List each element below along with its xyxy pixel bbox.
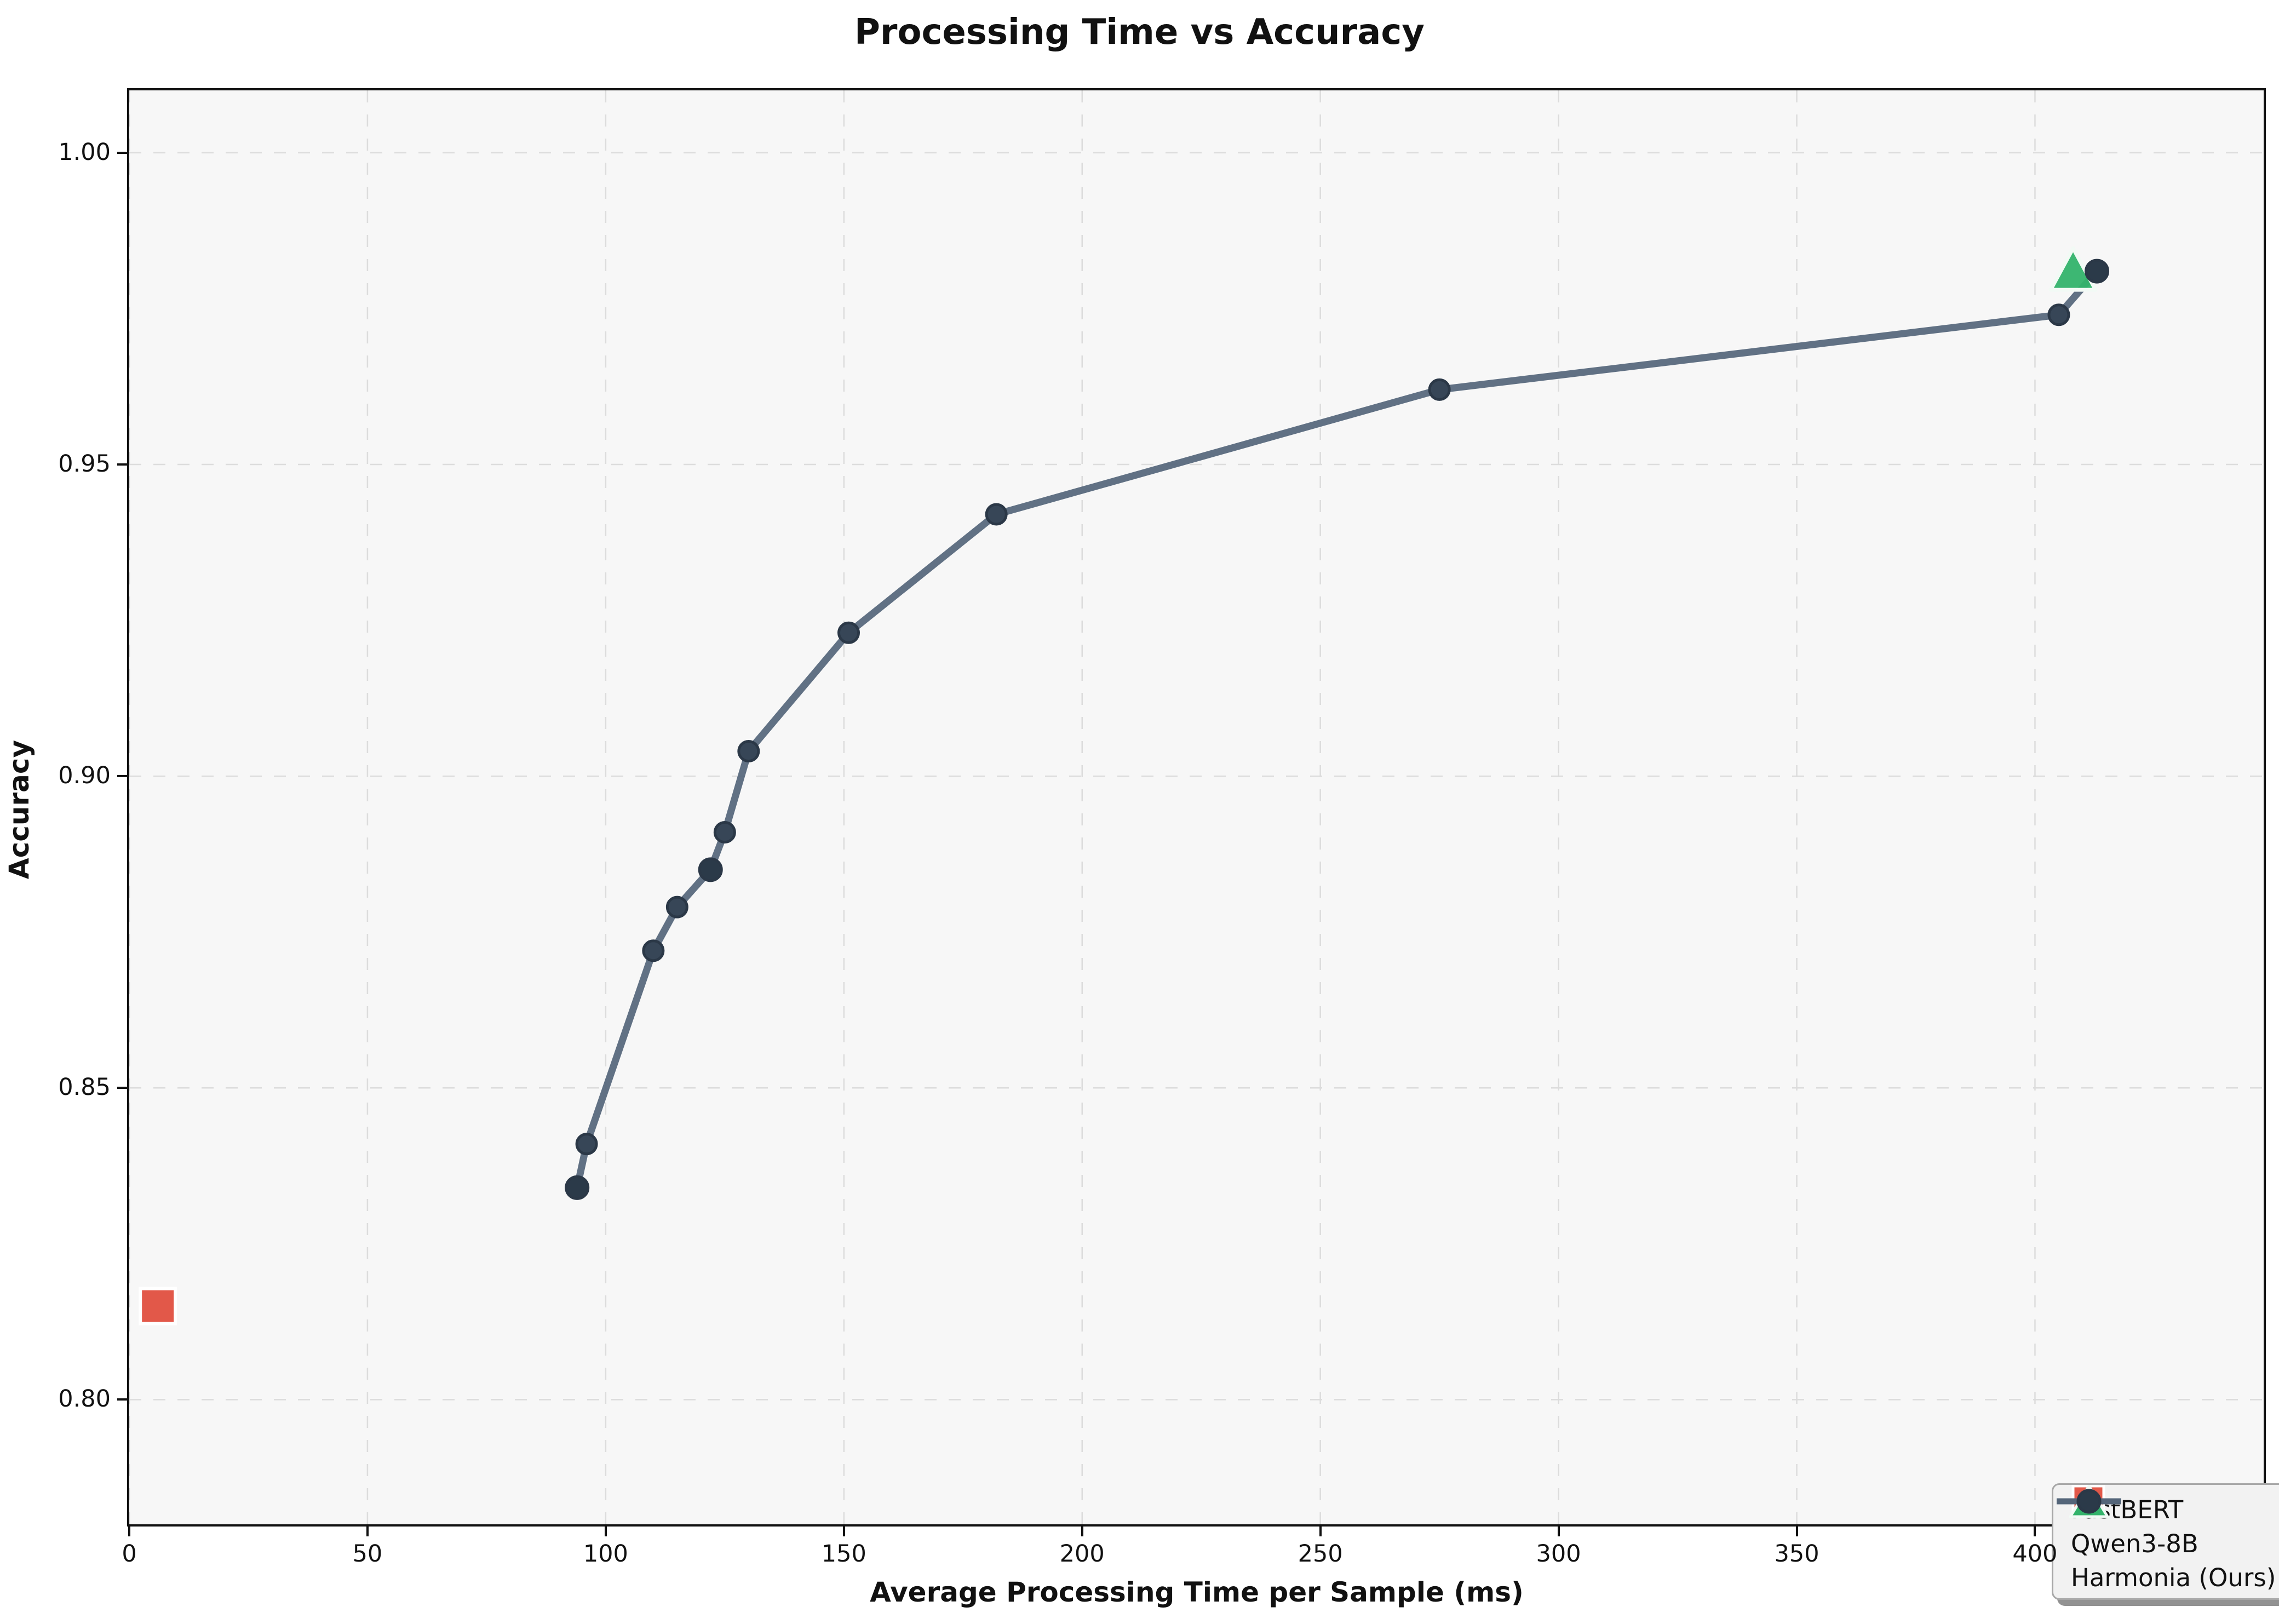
y-tick-label: 0.90 — [58, 762, 111, 790]
x-tick-mark — [1795, 1527, 1798, 1536]
chart-title: Processing Time vs Accuracy — [854, 12, 1425, 53]
line-circle-marker-icon — [2057, 1489, 2121, 1514]
x-tick-mark — [604, 1527, 607, 1536]
fastbert-point — [139, 1287, 177, 1325]
x-tick-label: 50 — [352, 1540, 383, 1568]
x-tick-mark — [1319, 1527, 1322, 1536]
plot-canvas — [129, 90, 2264, 1524]
x-tick-mark — [128, 1527, 130, 1536]
harmonia-point — [642, 939, 665, 962]
y-tick-mark — [117, 151, 127, 154]
x-tick-mark — [2034, 1527, 2036, 1536]
harmonia-point — [837, 621, 860, 644]
harmonia-point — [2047, 303, 2070, 326]
x-tick-mark — [1557, 1527, 1560, 1536]
legend-item-harmonia: Harmonia (Ours) — [2057, 1489, 2279, 1594]
y-axis-label: Accuracy — [3, 739, 35, 880]
legend-label: Harmonia (Ours) — [2071, 1563, 2276, 1592]
legend: FastBERT Qwen3-8B Harmonia (Ours) — [2052, 1483, 2279, 1600]
y-tick-label: 0.85 — [58, 1074, 111, 1101]
harmonia-line — [573, 267, 2101, 1191]
x-tick-label: 150 — [821, 1540, 866, 1568]
harmonia-point — [737, 740, 760, 763]
harmonia-point — [698, 857, 723, 882]
legend-circle — [2076, 1489, 2102, 1514]
harmonia-point — [665, 896, 688, 919]
x-tick-label: 100 — [583, 1540, 628, 1568]
harmonia-point — [1428, 378, 1451, 401]
y-tick-label: 0.95 — [58, 450, 111, 478]
qwen-point — [2048, 246, 2098, 292]
x-tick-label: 300 — [1536, 1540, 1581, 1568]
x-tick-mark — [1081, 1527, 1083, 1536]
harmonia-point — [713, 821, 736, 844]
harmonia-point — [565, 1175, 590, 1200]
x-axis-label: Average Processing Time per Sample (ms) — [870, 1576, 1524, 1608]
y-tick-mark — [117, 775, 127, 778]
y-tick-mark — [117, 1398, 127, 1401]
x-tick-label: 0 — [122, 1540, 137, 1568]
y-tick-label: 1.00 — [58, 138, 111, 166]
y-tick-label: 0.80 — [58, 1385, 111, 1413]
x-tick-mark — [366, 1527, 369, 1536]
plot-area: FastBERT Qwen3-8B Harmonia (Ours) — [127, 88, 2279, 1600]
x-tick-label: 400 — [2012, 1540, 2058, 1568]
x-tick-mark — [842, 1527, 845, 1536]
y-tick-mark — [117, 463, 127, 466]
x-tick-label: 250 — [1298, 1540, 1343, 1568]
harmonia-point — [575, 1133, 598, 1156]
y-tick-mark — [117, 1087, 127, 1089]
x-tick-label: 200 — [1059, 1540, 1105, 1568]
legend-label: Qwen3-8B — [2071, 1529, 2198, 1558]
harmonia-point — [985, 503, 1008, 526]
harmonia-point — [2085, 259, 2110, 284]
x-tick-label: 350 — [1774, 1540, 1819, 1568]
